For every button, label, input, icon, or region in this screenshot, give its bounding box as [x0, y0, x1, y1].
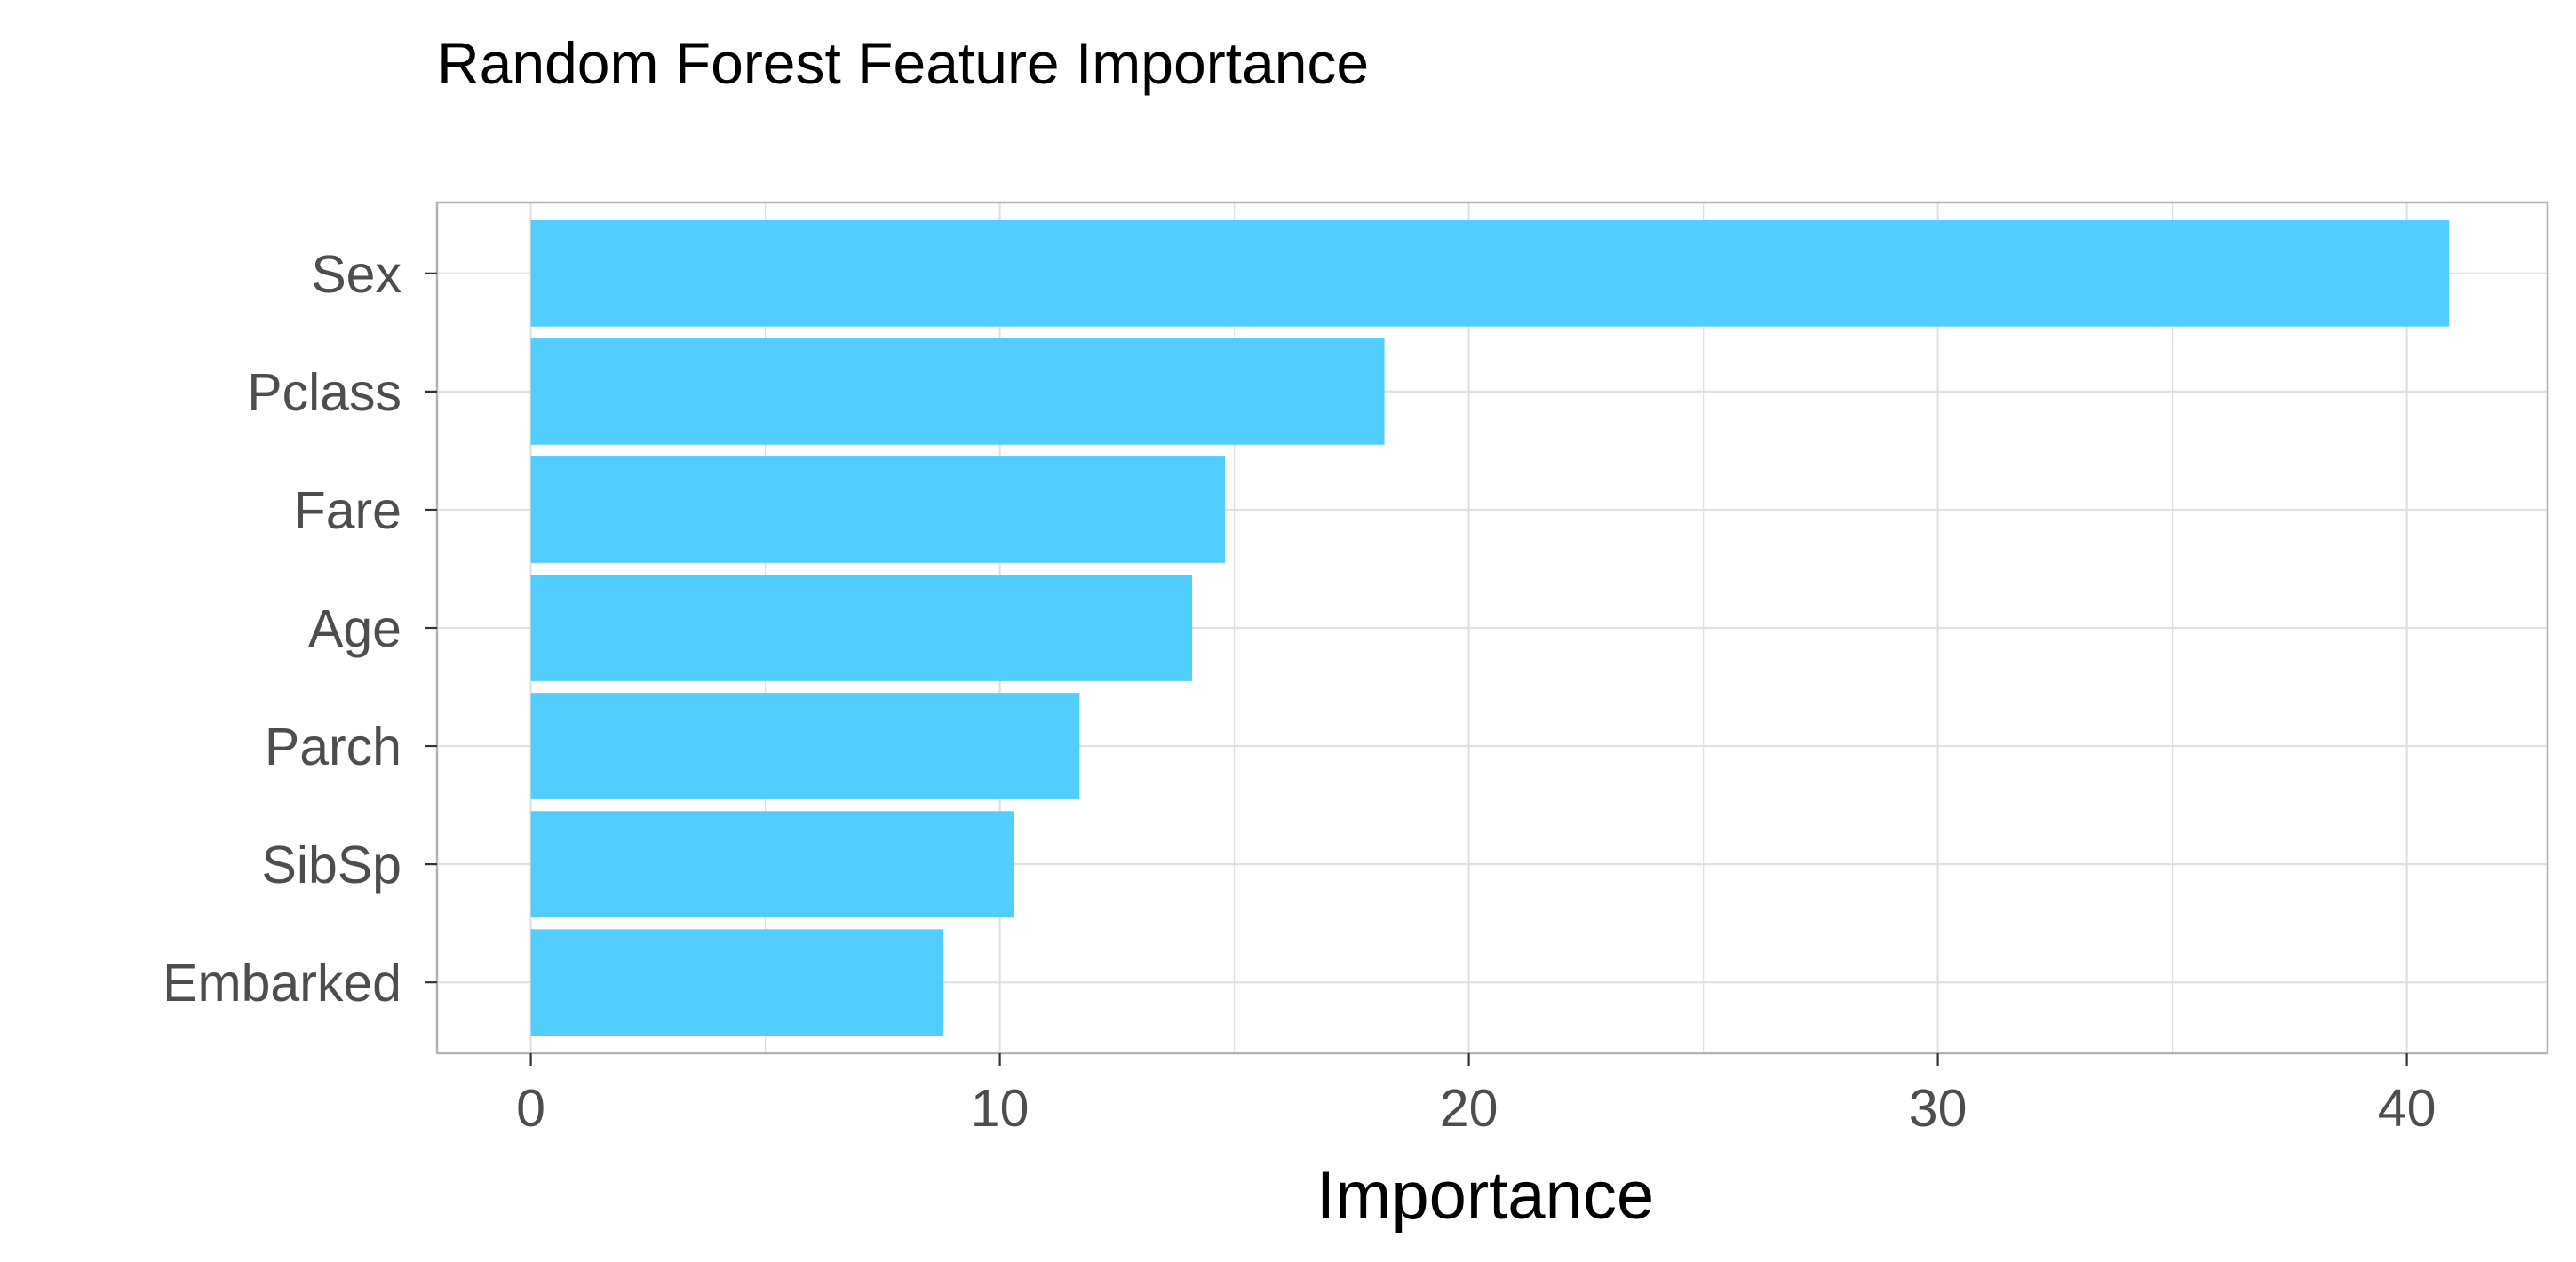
bar-age [530, 575, 1193, 681]
bar-embarked [530, 929, 944, 1036]
y-axis: Sex Pclass Fare Age Parch SibSp Embarked [163, 245, 437, 1012]
y-tick-label: SibSp [262, 836, 402, 894]
bar-pclass [530, 338, 1385, 445]
y-tick-label: Pclass [247, 363, 402, 422]
bars [530, 219, 2450, 1036]
x-tick-label: 20 [1440, 1079, 1499, 1138]
x-tick-label: 0 [516, 1079, 545, 1138]
bar-sex [530, 219, 2450, 327]
y-tick-label: Age [308, 599, 402, 658]
x-tick-label: 10 [971, 1079, 1030, 1138]
bar-fare [530, 456, 1226, 563]
x-tick-label: 40 [2378, 1079, 2437, 1138]
bar-sibsp [530, 811, 1014, 917]
x-axis-label: Importance [1316, 1158, 1654, 1234]
x-axis: 0 10 20 30 40 [516, 1053, 2436, 1138]
y-tick-label: Embarked [163, 954, 402, 1012]
bar-parch [530, 693, 1080, 799]
chart-title: Random Forest Feature Importance [437, 30, 1369, 96]
y-tick-label: Fare [294, 481, 402, 540]
x-tick-label: 30 [1909, 1079, 1968, 1138]
y-tick-label: Sex [311, 245, 402, 304]
y-tick-label: Parch [265, 718, 402, 776]
